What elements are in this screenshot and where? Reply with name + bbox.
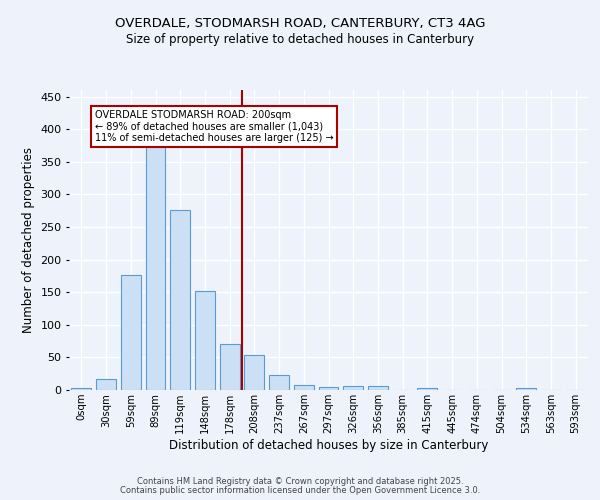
Bar (96, 379, 116, 390)
Text: OVERDALE STODMARSH ROAD: 200sqm
← 89% of detached houses are smaller (1,043)
11%: OVERDALE STODMARSH ROAD: 200sqm ← 89% of… (95, 110, 334, 143)
Y-axis label: Number of detached properties: Number of detached properties (22, 147, 35, 333)
Bar (319, 386, 338, 390)
Bar (269, 375, 289, 390)
Bar (418, 388, 437, 390)
Bar (244, 355, 264, 390)
Bar (170, 210, 190, 390)
X-axis label: Distribution of detached houses by size in Canterbury: Distribution of detached houses by size … (169, 438, 488, 452)
Bar (294, 385, 314, 390)
Bar (71, 388, 91, 390)
Bar (220, 344, 239, 390)
Text: OVERDALE, STODMARSH ROAD, CANTERBURY, CT3 4AG: OVERDALE, STODMARSH ROAD, CANTERBURY, CT… (115, 18, 485, 30)
Bar (146, 146, 166, 390)
Bar (195, 291, 215, 390)
Bar (368, 386, 388, 390)
Text: Size of property relative to detached houses in Canterbury: Size of property relative to detached ho… (126, 32, 474, 46)
Text: Contains HM Land Registry data © Crown copyright and database right 2025.: Contains HM Land Registry data © Crown c… (137, 477, 463, 486)
Bar (517, 388, 536, 390)
Bar (343, 386, 363, 390)
Bar (121, 275, 140, 390)
Text: Contains public sector information licensed under the Open Government Licence 3.: Contains public sector information licen… (120, 486, 480, 495)
